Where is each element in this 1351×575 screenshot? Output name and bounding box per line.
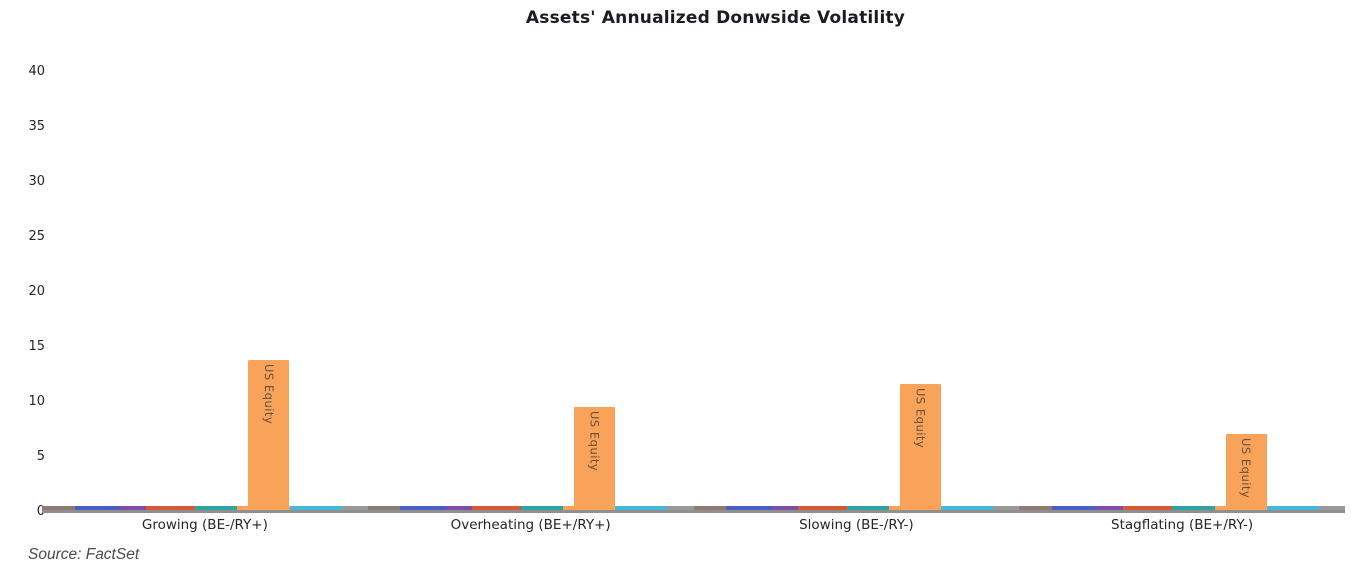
baseline-segment [520,506,564,510]
x-category-label: Stagflating (BE+/RY-) [1111,517,1254,533]
bar-series-label: US Equity [913,387,928,448]
baseline-segment [1172,506,1216,510]
x-category-label: Slowing (BE-/RY-) [799,517,914,533]
baseline-segment [146,506,196,510]
y-tick-label: 5 [36,449,45,464]
baseline-segment [693,506,727,510]
baseline-segment [1318,506,1346,510]
bar-us-equity: US Equity [248,360,290,510]
y-tick-label: 40 [28,64,45,79]
y-tick-label: 15 [28,339,45,354]
baseline-segment [400,506,447,510]
chart-title: Assets' Annualized Donwside Volatility [525,8,906,28]
bar-us-equity: US Equity [1225,434,1267,510]
baseline-segment [195,506,238,510]
bar-series-label: US Equity [1239,438,1254,499]
baseline-segment [797,506,848,510]
baseline-segment [1097,506,1124,510]
y-tick-label: 25 [28,229,45,244]
baseline-segment [941,506,994,510]
x-category-label: Overheating (BE+/RY+) [450,517,611,533]
baseline-segment [1019,506,1053,510]
baseline-segment [471,506,522,510]
bar-series-label: US Equity [587,410,602,471]
baseline-segment [726,506,773,510]
baseline-segment [367,506,401,510]
baseline-segment [1123,506,1173,510]
bar-us-equity: US Equity [574,406,616,510]
y-tick-label: 20 [28,284,45,299]
baseline-segment [1266,506,1320,510]
y-tick-label: 30 [28,174,45,189]
baseline-segment [289,506,343,510]
baseline-segment [615,506,668,510]
y-tick-label: 10 [28,394,45,409]
y-tick-label: 35 [28,119,45,134]
x-category-label: Growing (BE-/RY+) [141,517,268,533]
baseline-segment [42,506,76,510]
baseline-segment [667,506,694,510]
source-note: Source: FactSet [28,546,140,563]
baseline-segment [341,506,369,510]
baseline-segment [771,506,799,510]
baseline-segment [1051,506,1098,510]
baseline-segment [993,506,1020,510]
baseline-segment [74,506,121,510]
baseline-segment [846,506,890,510]
bar-us-equity: US Equity [899,383,941,510]
baseline-segment [120,506,147,510]
x-axis-line [42,510,1345,513]
baseline-segment [445,506,473,510]
y-tick-label: 0 [36,504,45,519]
bar-series-label: US Equity [261,364,276,425]
